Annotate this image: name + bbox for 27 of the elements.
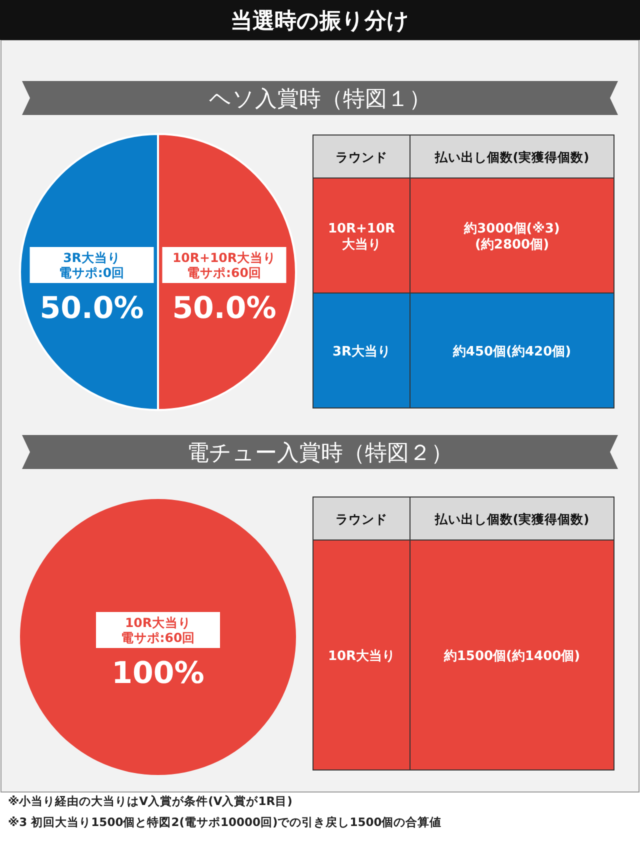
- title-band: 当選時の振り分け: [0, 0, 640, 40]
- banner: 電チュー入賞時（特図２）: [22, 435, 618, 469]
- data-label: 50.0%: [40, 291, 144, 326]
- table-cell: 約450個(約420個): [410, 292, 614, 408]
- text: ※小当り経由の大当りはV入賞が条件(V入賞が1R目): [8, 794, 292, 808]
- label-box: 10R大当り 電サポ:60回: [96, 612, 220, 648]
- label-box: 3R大当り 電サポ:0回: [30, 247, 154, 283]
- table-cell: 10R+10R 大当り: [312, 178, 410, 294]
- slice-label: 10R+10R大当り: [172, 250, 276, 265]
- banner: ヘソ入賞時（特図１）: [22, 81, 618, 115]
- table-header-cell: ラウンド: [312, 496, 410, 540]
- table-cell: 10R大当り: [312, 540, 410, 770]
- data-label: 50.0%: [172, 291, 276, 326]
- label-box: 10R+10R大当り 電サポ:60回: [162, 247, 286, 283]
- chart-subtitle: 電チュー入賞時（特図２）: [187, 441, 453, 466]
- table-cell: 3R大当り: [312, 292, 410, 408]
- text: ※3 初回大当り1500個と特図2(電サポ10000回)での引き戻し1500個の合算値: [8, 815, 442, 829]
- chart-subtitle: ヘソ入賞時（特図１）: [209, 87, 431, 112]
- table-header-cell: 払い出し個数(実獲得個数): [410, 134, 614, 178]
- table-header-cell: 払い出し個数(実獲得個数): [410, 496, 614, 540]
- table-cell: 約1500個(約1400個): [410, 540, 614, 770]
- table-cell: 約3000個(※3) (約2800個): [410, 178, 614, 294]
- data-label: 100%: [112, 656, 204, 691]
- table-header-cell: ラウンド: [312, 134, 410, 178]
- chart-title: 当選時の振り分け: [230, 9, 410, 34]
- slice-label: 10R大当り: [124, 615, 192, 630]
- slice-label: 3R大当り: [63, 250, 120, 265]
